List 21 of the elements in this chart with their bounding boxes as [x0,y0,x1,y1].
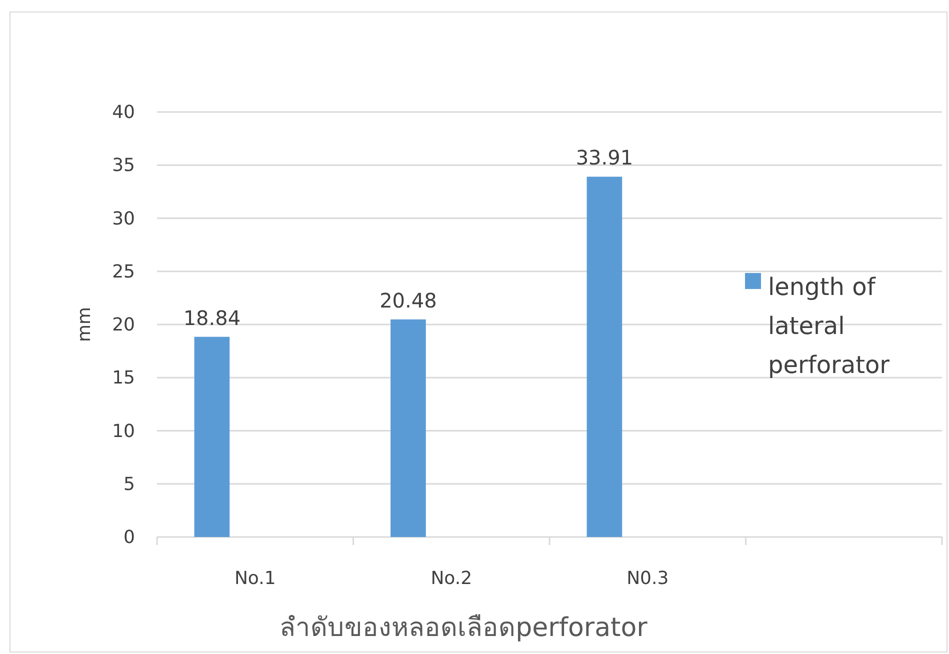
y-tick-label: 30 [112,208,135,230]
x-axis-title: ลำดับของหลอดเลือดperforator [280,613,648,643]
y-axis-title: mm [74,306,95,342]
bar [194,336,230,537]
y-tick-label: 10 [112,420,135,442]
y-tick-label: 5 [124,474,135,495]
data-label: 20.48 [380,288,437,312]
bar [390,319,426,537]
data-label: 33.91 [576,146,634,170]
y-tick-label: 25 [112,261,135,282]
x-tick-label: N0.3 [626,568,669,589]
legend-label: length of lateral perforator [768,273,890,379]
y-tick-label: 40 [112,102,135,123]
y-tick-label: 20 [112,314,135,336]
bar [586,176,622,537]
y-tick-label: 35 [112,155,135,176]
data-label: 18.84 [183,306,241,330]
x-tick-label: No.1 [234,568,276,589]
y-tick-label: 0 [124,527,135,548]
y-tick-label: 15 [112,368,135,389]
x-tick-label: No.2 [430,568,472,589]
